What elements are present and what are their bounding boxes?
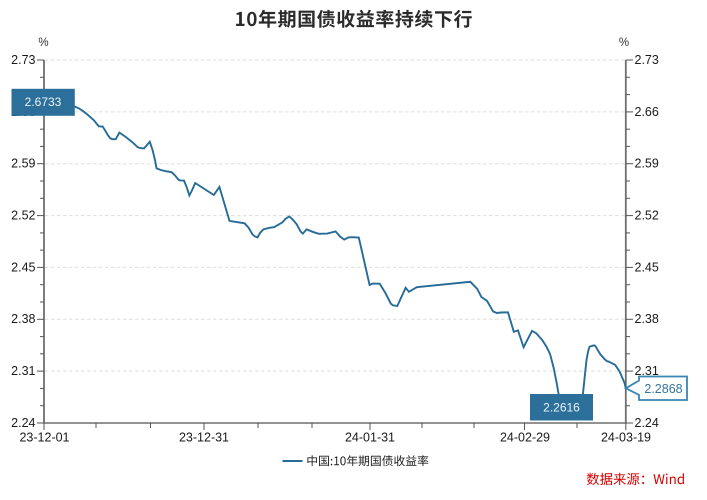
svg-text:2.73: 2.73 <box>635 53 659 67</box>
svg-text:%: % <box>38 37 48 49</box>
svg-text:2.59: 2.59 <box>635 157 659 171</box>
svg-text:2.38: 2.38 <box>635 312 659 326</box>
svg-text:%: % <box>619 37 629 49</box>
svg-text:2.2868: 2.2868 <box>644 382 682 396</box>
svg-text:2.6733: 2.6733 <box>25 95 62 109</box>
svg-text:2.2616: 2.2616 <box>543 401 580 415</box>
svg-text:2.24: 2.24 <box>11 416 35 430</box>
svg-text:23-12-31: 23-12-31 <box>179 431 229 445</box>
svg-text:2.31: 2.31 <box>11 364 35 378</box>
svg-text:2.38: 2.38 <box>11 312 35 326</box>
svg-text:2.52: 2.52 <box>635 209 659 223</box>
svg-text:24-01-31: 24-01-31 <box>345 431 395 445</box>
svg-text:24-03-19: 24-03-19 <box>601 431 651 445</box>
svg-text:2.24: 2.24 <box>635 416 659 430</box>
svg-text:2.66: 2.66 <box>635 105 659 119</box>
svg-text:23-12-01: 23-12-01 <box>19 431 69 445</box>
svg-text:2.45: 2.45 <box>635 260 659 274</box>
svg-text:2.52: 2.52 <box>11 209 35 223</box>
svg-text:2.45: 2.45 <box>11 260 35 274</box>
svg-text:2.73: 2.73 <box>11 53 35 67</box>
svg-text:2.59: 2.59 <box>11 157 35 171</box>
svg-text:2.31: 2.31 <box>635 364 659 378</box>
svg-text:24-02-29: 24-02-29 <box>500 431 550 445</box>
